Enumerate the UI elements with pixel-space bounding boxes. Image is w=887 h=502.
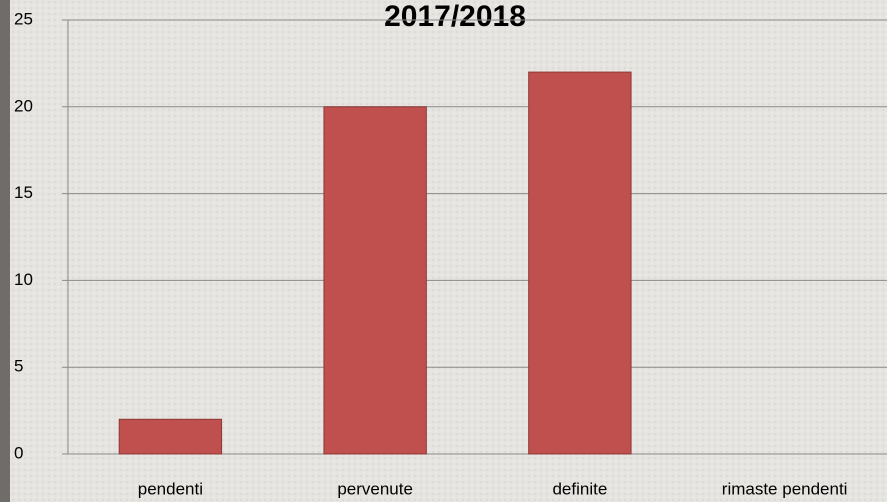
bar <box>323 106 427 455</box>
y-tick-label: 20 <box>14 96 33 115</box>
y-tick-label: 0 <box>14 443 23 462</box>
x-tick-label: pervenute <box>337 479 413 498</box>
chart-title: 2017/2018 <box>384 0 526 33</box>
y-tick-label: 15 <box>14 183 33 202</box>
left-strip <box>0 0 10 502</box>
x-tick-label: rimaste pendenti <box>722 479 848 498</box>
bar <box>528 71 632 455</box>
x-tick-label: definite <box>552 479 607 498</box>
y-tick-label: 10 <box>14 270 33 289</box>
x-tick-label: pendenti <box>138 479 203 498</box>
bar <box>118 418 223 455</box>
y-tick-label: 25 <box>14 9 33 28</box>
y-tick-label: 5 <box>14 357 23 376</box>
